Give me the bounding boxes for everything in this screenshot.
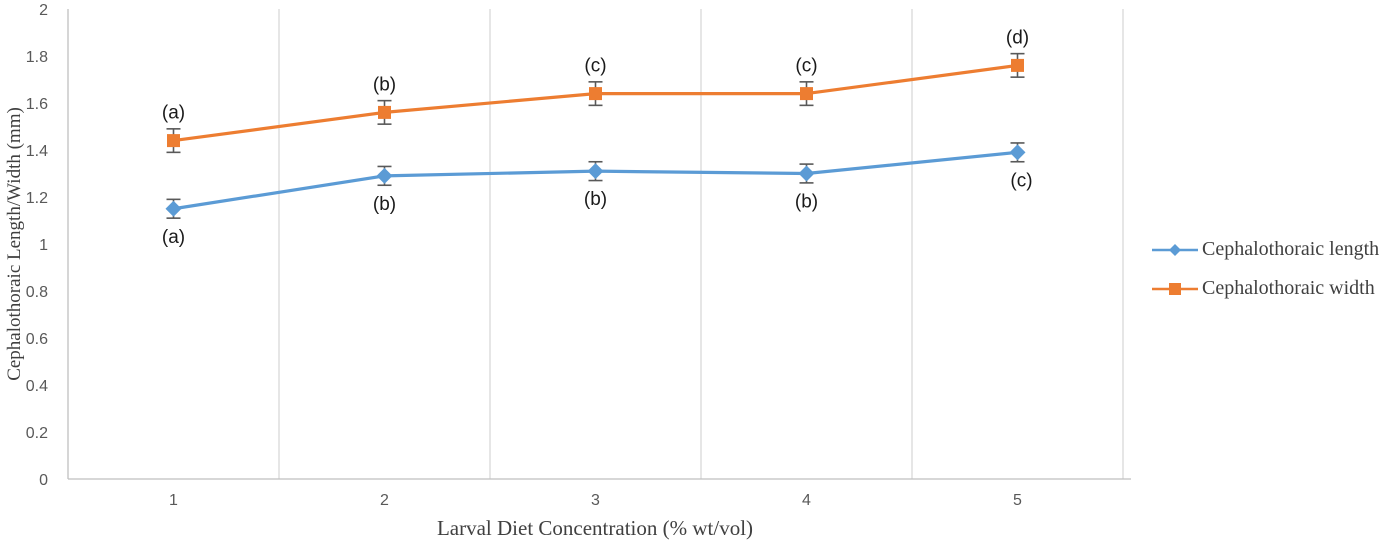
point-annotation: (d): [1006, 27, 1029, 48]
y-tick-label: 0.4: [26, 378, 48, 395]
point-annotation: (b): [373, 74, 396, 95]
series-layer: [165, 52, 1026, 219]
y-tick-label: 0: [39, 472, 48, 489]
x-tick-label: 4: [802, 492, 811, 509]
y-tick-label: 1.8: [26, 49, 48, 66]
point-annotation: (b): [795, 192, 818, 213]
data-point-marker: [376, 167, 393, 184]
point-annotation: (c): [584, 56, 606, 77]
y-tick-label: 1: [39, 237, 48, 254]
point-annotation: (c): [1010, 170, 1032, 191]
y-axis-title: Cephalothoraic Length/Width (mm): [4, 107, 25, 381]
data-point-marker: [587, 163, 604, 180]
axes-layer: [67, 9, 1131, 480]
x-axis-title: Larval Diet Concentration (% wt/vol): [437, 516, 753, 540]
legend-label-length: Cephalothoraic length: [1202, 238, 1380, 260]
x-tick-label: 5: [1013, 492, 1022, 509]
data-point-marker: [1011, 58, 1024, 72]
y-tick-label: 1.2: [26, 190, 48, 207]
data-point-marker: [1009, 144, 1026, 161]
y-tick-label: 0.8: [26, 284, 48, 301]
data-point-marker: [165, 200, 182, 217]
labels-layer: 0 0.2 0.4 0.6 0.8 1 1.2 1.4 1.6 1.8 2 1 2 3 4 5 (a) (b) (b…: [26, 2, 1033, 509]
data-point-marker: [167, 134, 180, 148]
point-annotation: (a): [162, 103, 185, 124]
data-point-marker: [800, 87, 813, 101]
chart-legend: Cephalothoraic length Cephalothoraic wid…: [1152, 238, 1379, 300]
y-tick-label: 0.6: [26, 331, 48, 348]
point-annotation: (b): [373, 194, 396, 215]
x-tick-label: 2: [380, 492, 389, 509]
x-tick-label: 1: [169, 492, 178, 509]
x-tick-label: 3: [591, 492, 600, 509]
y-tick-label: 2: [39, 2, 48, 19]
point-annotation: (b): [584, 189, 607, 210]
point-annotation: (c): [795, 56, 817, 77]
legend-label-width: Cephalothoraic width: [1202, 277, 1375, 299]
gridlines-layer: [278, 9, 1124, 479]
y-tick-label: 0.2: [26, 425, 48, 442]
point-annotation: (a): [162, 227, 185, 248]
data-point-marker: [589, 87, 602, 101]
legend-marker-length-icon: [1152, 243, 1198, 256]
data-point-marker: [378, 105, 391, 119]
legend-marker-width-icon: [1152, 282, 1198, 295]
y-tick-label: 1.4: [26, 143, 48, 160]
data-point-marker: [798, 165, 815, 182]
legend-item-length: Cephalothoraic length: [1152, 238, 1379, 261]
y-tick-label: 1.6: [26, 96, 48, 113]
legend-item-width: Cephalothoraic width: [1152, 277, 1379, 300]
